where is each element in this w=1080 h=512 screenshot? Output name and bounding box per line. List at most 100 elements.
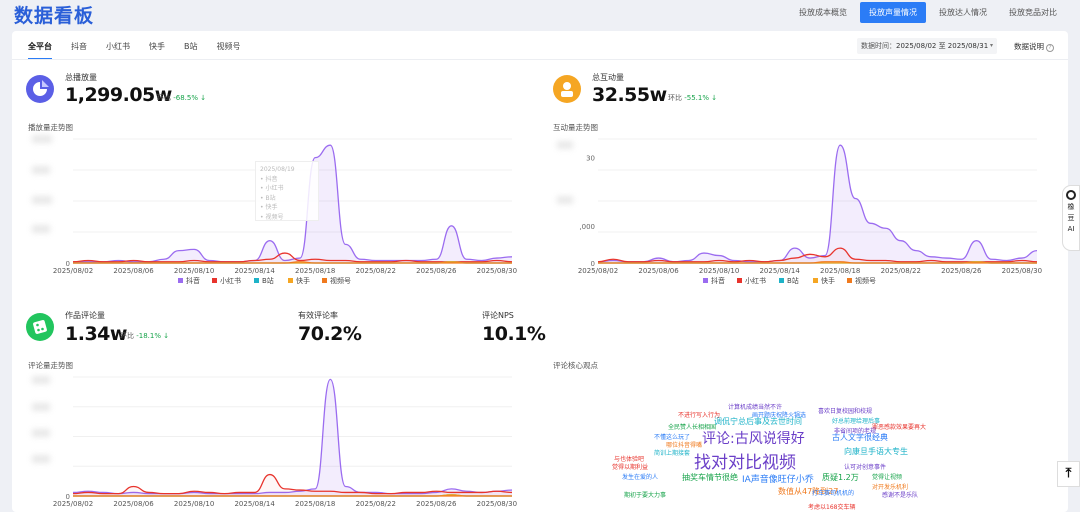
legend-marker [779, 278, 784, 283]
platform-tab-douyin[interactable]: 抖音 [71, 42, 87, 51]
word-cloud-term: 调侃宁总后事及去世时间 [714, 417, 802, 426]
legend-marker [212, 278, 217, 283]
x-tick-label: 2025/08/30 [1002, 267, 1042, 275]
word-cloud-term: 数值从47降到27 [778, 487, 839, 496]
blurred-axis-label [32, 166, 50, 174]
legend-label[interactable]: 快手 [296, 276, 310, 285]
play-icon [26, 75, 54, 103]
tooltip-item: • 视频号 [260, 213, 284, 221]
series-line-视频号[interactable] [598, 261, 1037, 264]
nps-label: 评论NPS [482, 311, 514, 320]
blurred-axis-label [32, 135, 52, 143]
x-tick-label: 2025/08/22 [356, 267, 396, 275]
tab-volume[interactable]: 投放声量情况 [860, 2, 926, 23]
valid-rate-label: 有效评论率 [298, 311, 338, 320]
series-line-小红书[interactable] [72, 252, 513, 263]
platform-tab-shipinhao[interactable]: 视频号 [216, 42, 241, 51]
platform-tab-bilibili[interactable]: B站 [184, 42, 198, 51]
x-tick-label: 2025/08/14 [234, 267, 275, 275]
word-cloud-term: 好总前理给理后事 [832, 418, 881, 425]
x-tick-label: 2025/08/06 [638, 267, 679, 275]
date-label: 数据时间： [861, 42, 896, 50]
comments-change: 环比 -18.1% ↓ [120, 331, 169, 341]
series-line-抖音[interactable] [72, 378, 513, 495]
series-line-抖音[interactable] [597, 144, 1038, 263]
data-note-link[interactable]: 数据说明? [1014, 41, 1054, 52]
series-line-小红书[interactable] [597, 247, 1038, 263]
word-cloud-term: IA声音像旺仔小乔 [742, 475, 814, 485]
tooltip-item: • 小红书 [260, 185, 284, 192]
legend-marker [178, 278, 183, 283]
x-tick-label: 2025/08/10 [699, 267, 739, 275]
ai-assistant-button[interactable]: 橡豆 AI [1062, 185, 1080, 251]
x-tick-label: 2025/08/18 [820, 267, 860, 275]
x-tick-label: 2025/08/26 [416, 500, 457, 508]
legend-label[interactable]: 快手 [821, 276, 835, 285]
tooltip-item: • 快手 [260, 204, 278, 211]
x-tick-label: 2025/08/02 [53, 267, 93, 275]
y-tick-label: ,000 [579, 223, 595, 231]
y-tick-label: 0 [66, 493, 70, 501]
interactions-change-label: 环比 [668, 94, 682, 102]
word-cloud-term: 喜欢日复校园和校规 [818, 408, 873, 415]
x-tick-label: 2025/08/06 [113, 500, 154, 508]
arrow-down-icon: ↓ [163, 332, 170, 340]
legend-label[interactable]: B站 [262, 276, 274, 285]
x-tick-label: 2025/08/22 [356, 500, 396, 508]
legend-label[interactable]: 抖音 [711, 276, 725, 285]
x-tick-label: 2025/08/10 [174, 267, 214, 275]
page-title: 数据看板 [14, 5, 95, 27]
x-tick-label: 2025/08/26 [416, 267, 457, 275]
word-cloud-term: 期初于要大力事 [624, 492, 667, 499]
word-cloud-term: 全民赞人长相相国 [668, 424, 717, 431]
legend-label[interactable]: 小红书 [220, 276, 241, 285]
platform-tab-kuaishou[interactable]: 快手 [149, 42, 165, 51]
date-value: 2025/08/02 至 2025/08/31 [896, 42, 989, 50]
legend-label[interactable]: 抖音 [186, 276, 200, 285]
legend-label[interactable]: 视频号 [330, 276, 351, 285]
dice-icon [26, 313, 54, 341]
help-icon: ? [1046, 44, 1054, 52]
plays-chart-title: 播放量走势图 [28, 123, 73, 132]
arrow-down-icon: ↓ [711, 94, 718, 102]
x-tick-label: 2025/08/02 [53, 500, 93, 508]
legend-label[interactable]: B站 [787, 276, 799, 285]
divider [12, 59, 1068, 60]
chevron-down-icon: ▾ [989, 42, 993, 49]
dashboard-card: 全平台 抖音 小红书 快手 B站 视频号 数据时间：2025/08/02 至 2… [12, 31, 1068, 512]
word-cloud-term: 哪位抖音得嘴 [666, 442, 703, 449]
word-cloud-term: 简训上期接套 [654, 450, 691, 457]
legend-marker [847, 278, 852, 283]
nps-value: 10.1% [482, 323, 546, 345]
tab-competitor[interactable]: 投放竞品对比 [1009, 8, 1057, 17]
x-tick-label: 2025/08/18 [295, 267, 335, 275]
date-range-picker[interactable]: 数据时间：2025/08/02 至 2025/08/31 ▾ [857, 38, 997, 54]
platform-tab-all[interactable]: 全平台 [28, 41, 52, 60]
series-line-小红书[interactable] [72, 473, 513, 495]
series-line-视频号[interactable] [73, 261, 512, 264]
interactions-line-chart[interactable]: 0 ,000 30 2025/08/02 2025/08/06 2025/08/10 202… [553, 131, 1043, 291]
blurred-axis-label [32, 455, 50, 463]
back-to-top-button[interactable]: ⤒ [1057, 461, 1080, 487]
word-cloud-term: 发生在爱的人 [622, 474, 659, 481]
arrow-down-icon: ↓ [200, 94, 207, 102]
user-icon [553, 75, 581, 103]
tab-influencers[interactable]: 投放达人情况 [939, 8, 987, 17]
word-cloud-term: 抽奖车情节很绝 [682, 473, 738, 482]
legend-marker [737, 278, 742, 283]
legend-label[interactable]: 小红书 [745, 276, 766, 285]
comments-value: 1.34w [65, 323, 127, 345]
x-tick-label: 2025/08/14 [234, 500, 275, 508]
plays-change-label: 环比 [157, 94, 171, 102]
legend-marker [254, 278, 259, 283]
tab-cost-overview[interactable]: 投放成本概览 [799, 8, 847, 17]
word-cloud: 评论:古风说得好 找对对比视频 调侃宁总后事及去世时间 抽奖车情节很绝 IA声音像旺仔小… [602, 396, 962, 512]
legend-marker [703, 278, 708, 283]
plays-label: 总播放量 [65, 73, 97, 82]
word-cloud-term: 认可对创意事件 [844, 464, 887, 471]
platform-tab-xiaohongshu[interactable]: 小红书 [106, 42, 130, 51]
x-tick-label: 2025/08/30 [477, 267, 517, 275]
legend-label[interactable]: 视频号 [855, 276, 876, 285]
